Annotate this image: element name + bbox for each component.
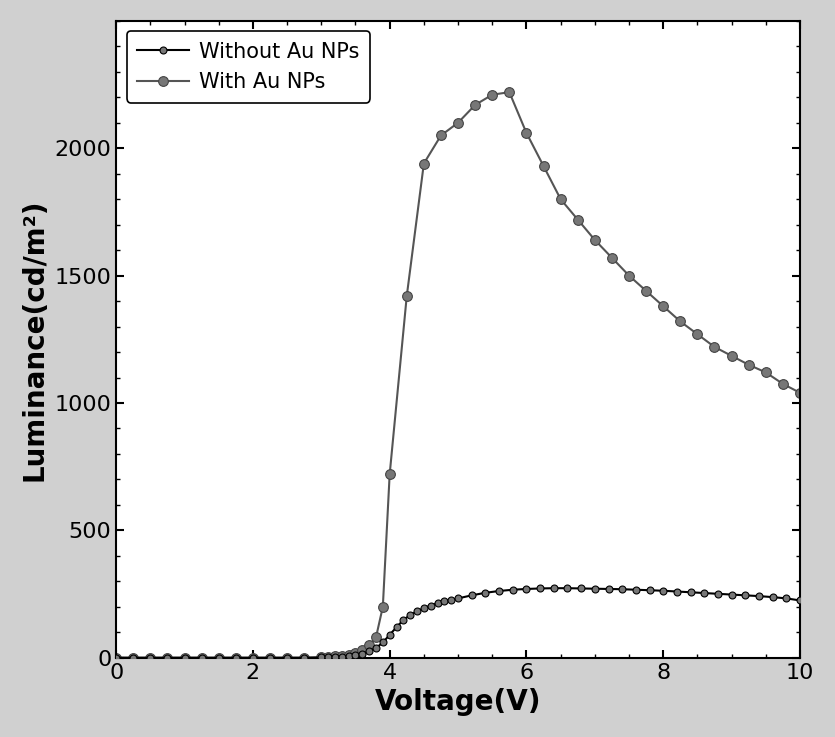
With Au NPs <box>795 388 805 397</box>
With Au NPs <box>351 649 361 657</box>
With Au NPs <box>641 287 651 296</box>
Without Au NPs <box>686 588 696 597</box>
With Au NPs <box>488 91 498 99</box>
With Au NPs <box>453 119 463 128</box>
With Au NPs <box>129 653 139 662</box>
With Au NPs <box>111 653 121 662</box>
With Au NPs <box>726 352 736 360</box>
With Au NPs <box>330 652 340 661</box>
With Au NPs <box>402 292 412 301</box>
Without Au NPs <box>549 584 559 593</box>
With Au NPs <box>624 271 634 280</box>
With Au NPs <box>573 215 583 224</box>
With Au NPs <box>692 329 702 338</box>
Without Au NPs <box>323 653 333 662</box>
With Au NPs <box>385 470 395 479</box>
With Au NPs <box>344 650 354 659</box>
With Au NPs <box>778 380 788 388</box>
Without Au NPs <box>767 593 777 601</box>
With Au NPs <box>521 128 531 137</box>
With Au NPs <box>371 633 381 642</box>
With Au NPs <box>761 368 771 377</box>
Legend: Without Au NPs, With Au NPs: Without Au NPs, With Au NPs <box>127 31 370 102</box>
Y-axis label: Luminance(cd/m²): Luminance(cd/m²) <box>21 198 48 481</box>
With Au NPs <box>316 653 326 662</box>
With Au NPs <box>744 360 754 369</box>
With Au NPs <box>658 301 668 310</box>
With Au NPs <box>282 653 292 662</box>
With Au NPs <box>145 653 155 662</box>
With Au NPs <box>265 653 275 662</box>
Without Au NPs <box>604 584 614 593</box>
With Au NPs <box>337 652 347 660</box>
With Au NPs <box>377 602 387 611</box>
With Au NPs <box>555 195 565 203</box>
Line: Without Au NPs: Without Au NPs <box>113 584 803 661</box>
With Au NPs <box>248 653 258 662</box>
With Au NPs <box>323 652 333 661</box>
With Au NPs <box>590 236 600 245</box>
Without Au NPs <box>330 652 340 661</box>
With Au NPs <box>180 653 190 662</box>
With Au NPs <box>504 88 514 97</box>
With Au NPs <box>357 646 367 654</box>
With Au NPs <box>710 343 720 352</box>
With Au NPs <box>676 317 686 326</box>
With Au NPs <box>470 100 480 109</box>
Without Au NPs <box>535 584 545 593</box>
With Au NPs <box>299 653 309 662</box>
With Au NPs <box>364 640 374 649</box>
X-axis label: Voltage(V): Voltage(V) <box>375 688 541 716</box>
With Au NPs <box>196 653 206 662</box>
With Au NPs <box>162 653 172 662</box>
With Au NPs <box>230 653 240 662</box>
With Au NPs <box>539 161 549 170</box>
With Au NPs <box>436 131 446 140</box>
Without Au NPs <box>111 653 121 662</box>
With Au NPs <box>214 653 224 662</box>
Line: With Au NPs: With Au NPs <box>111 87 805 663</box>
With Au NPs <box>419 159 429 168</box>
With Au NPs <box>607 254 617 262</box>
Without Au NPs <box>795 596 805 605</box>
